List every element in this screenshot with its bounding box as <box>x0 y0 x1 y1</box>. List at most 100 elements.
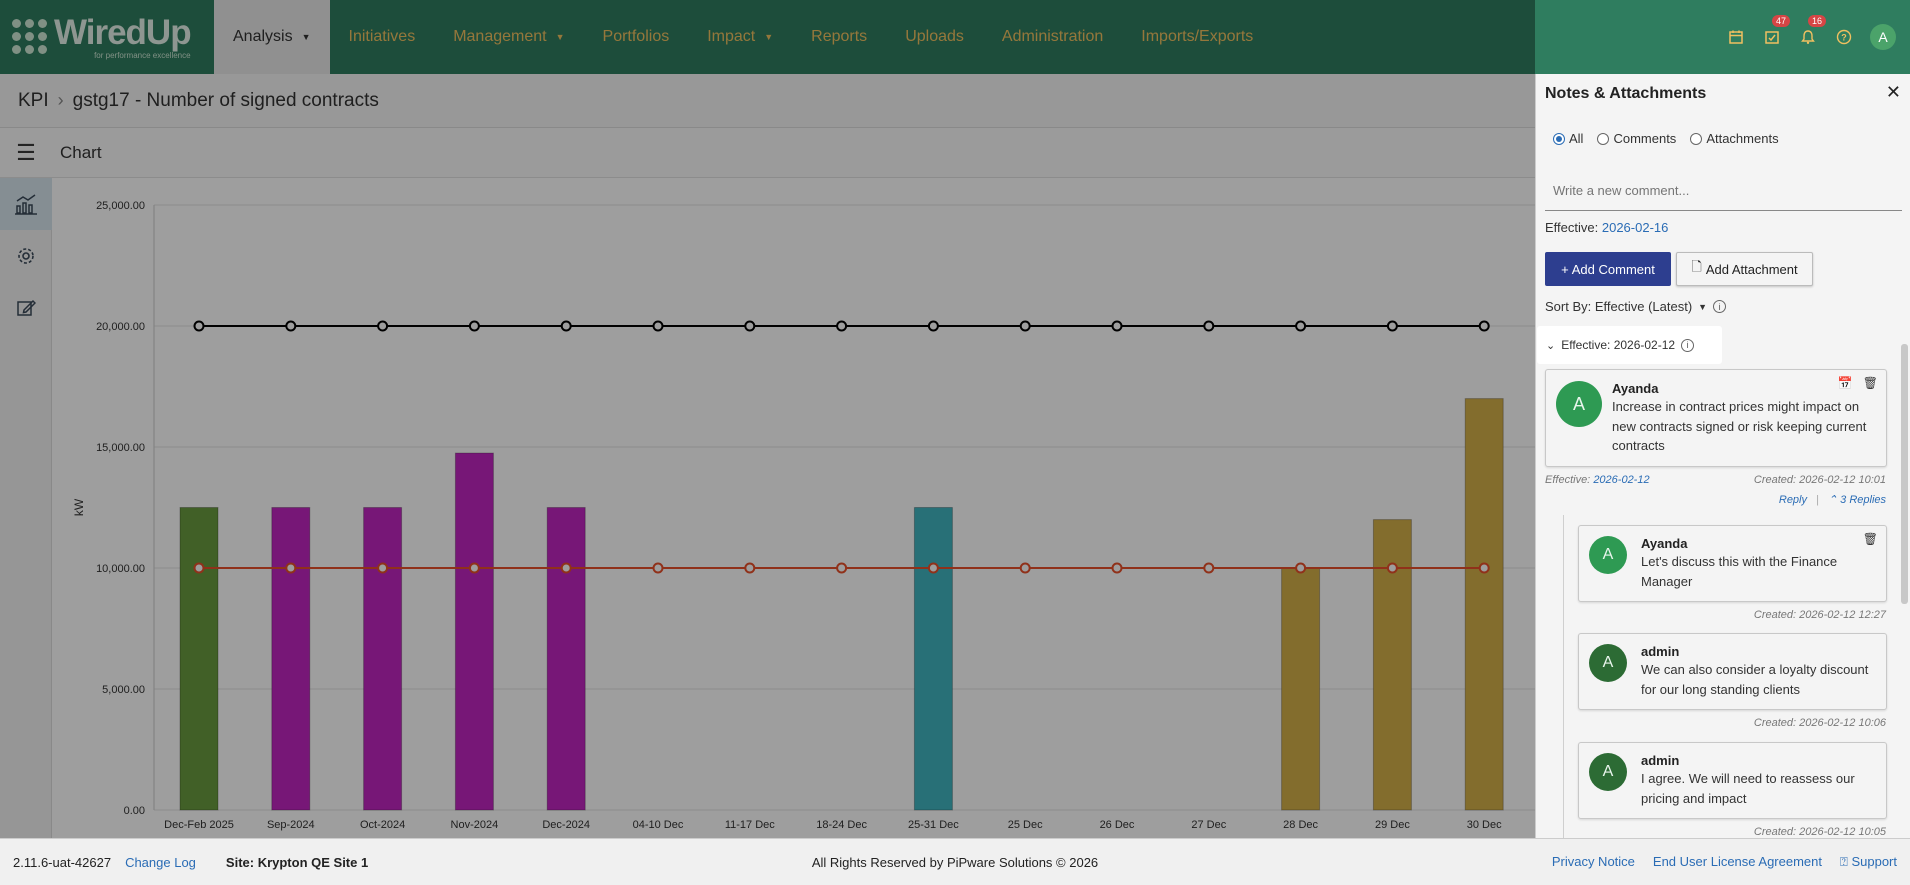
info-icon[interactable]: i <box>1713 300 1727 313</box>
x-tick-label: Dec-2024 <box>542 819 590 831</box>
series-point <box>377 562 389 574</box>
comment-created: Created: 2026-02-12 10:01 <box>1753 474 1886 486</box>
changelog-link[interactable]: Change Log <box>125 854 196 870</box>
bar-25-31-dec <box>913 507 953 811</box>
close-icon[interactable]: ✕ <box>1885 82 1901 102</box>
brand-tagline: for performance excellence <box>94 50 191 60</box>
series-point <box>193 562 205 574</box>
breadcrumb-root[interactable]: KPI <box>18 89 49 111</box>
filter-attachments[interactable]: Attachments <box>1690 131 1779 146</box>
trash-icon[interactable]: 🗑 <box>1862 532 1878 546</box>
comment-text: Increase in contract prices might impact… <box>1612 399 1867 453</box>
series-point <box>468 320 480 332</box>
avatar: A <box>1589 753 1627 791</box>
trash-icon[interactable]: 🗑 <box>1862 376 1878 390</box>
series-point <box>1019 562 1031 574</box>
nav-portfolios[interactable]: Portfolios <box>602 28 670 45</box>
series-point <box>560 320 572 332</box>
series-point <box>836 320 848 332</box>
panel-scrollbar[interactable] <box>1901 344 1908 604</box>
nav-initiatives[interactable]: Initiatives <box>348 28 416 45</box>
series-point <box>193 320 205 332</box>
reply-created: Created: 2026-02-12 10:05 <box>1753 826 1886 838</box>
caret-down-icon: ▼ <box>301 32 311 42</box>
bar-30-dec <box>1464 398 1504 811</box>
series-point <box>377 320 389 332</box>
group-header-effective[interactable]: ⌄ Effective: 2026-02-12 i <box>1537 326 1722 364</box>
user-avatar[interactable]: A <box>1870 24 1896 50</box>
nav-reports[interactable]: Reports <box>811 28 868 45</box>
help-icon[interactable]: ? <box>1834 27 1854 47</box>
replies-toggle[interactable]: 3 Replies <box>1840 494 1886 506</box>
support-label: Support <box>1851 854 1897 869</box>
add-attachment-button[interactable]: 🗋 Add Attachment <box>1676 252 1813 286</box>
bell-icon[interactable]: 16 <box>1798 15 1826 47</box>
y-tick-label: 15,000.00 <box>96 442 145 454</box>
notes-attachments-panel: Notes & Attachments ✕ All Comments Attac… <box>1535 74 1910 838</box>
x-tick-label: 11-17 Dec <box>725 819 775 831</box>
series-point <box>1019 320 1031 332</box>
calendar-edit-icon[interactable]: 📅 <box>1837 376 1853 390</box>
add-comment-button[interactable]: + Add Comment <box>1545 252 1671 286</box>
nav-uploads[interactable]: Uploads <box>905 28 964 45</box>
settings-button[interactable] <box>0 230 52 282</box>
series-point <box>744 562 756 574</box>
new-comment-input[interactable] <box>1545 171 1902 211</box>
kpi-chart: 0.00 5,000.00 10,000.00 15,000.00 20,000.00 2… <box>72 200 1853 831</box>
series-point <box>1478 562 1490 574</box>
site-name: Site: Krypton QE Site 1 <box>225 854 369 870</box>
info-icon[interactable]: i <box>1681 338 1695 352</box>
privacy-link[interactable]: Privacy Notice <box>1551 854 1635 869</box>
nav-imports-exports[interactable]: Imports/Exports <box>1141 28 1254 45</box>
reply-created: Created: 2026-02-12 12:27 <box>1753 609 1886 621</box>
nav-analysis[interactable]: Analysis ▼ <box>214 0 330 74</box>
eula-link[interactable]: End User License Agreement <box>1652 854 1823 869</box>
series-point <box>1203 562 1215 574</box>
nav-impact[interactable]: Impact ▼ <box>707 28 774 45</box>
tasks-icon[interactable]: 47 <box>1762 15 1790 47</box>
calendar-icon[interactable] <box>1726 27 1746 47</box>
nav-management[interactable]: Management ▼ <box>453 28 565 45</box>
series-point <box>927 320 939 332</box>
series-point <box>1295 562 1307 574</box>
reply-card: A Ayanda Let's discuss this with the Fin… <box>1578 525 1887 602</box>
y-tick-label: 25,000.00 <box>96 200 145 212</box>
bar-dec-2024 <box>546 507 586 811</box>
chevron-up-icon: ⌃ <box>1827 494 1838 506</box>
modal-backdrop[interactable] <box>0 0 1535 838</box>
filter-all[interactable]: All <box>1553 131 1583 146</box>
reply-text: Let's discuss this with the Finance Mana… <box>1641 554 1838 589</box>
reply-link[interactable]: Reply <box>1778 494 1807 506</box>
y-tick-label: 20,000.00 <box>96 321 145 333</box>
support-link[interactable]: ⍰ Support <box>1840 854 1897 870</box>
reply-card: A admin I agree. We will need to reasses… <box>1578 742 1887 819</box>
x-tick-label: 18-24 Dec <box>816 819 867 831</box>
filter-comments[interactable]: Comments <box>1597 131 1676 146</box>
x-tick-label: Sep-2024 <box>267 819 315 831</box>
y-tick-label: 5,000.00 <box>102 684 145 696</box>
reply-created: Created: 2026-02-12 10:06 <box>1753 717 1886 729</box>
chart-view-button[interactable] <box>0 178 52 230</box>
nav-administration[interactable]: Administration <box>1001 28 1104 45</box>
bar-nov-2024 <box>454 452 494 811</box>
brand-name: WiredUp <box>54 12 192 52</box>
bar-oct-2024 <box>363 507 403 811</box>
series-point <box>1386 562 1398 574</box>
avatar: A <box>1556 381 1602 427</box>
caret-down-icon: ▼ <box>555 32 565 42</box>
reply-actions: Reply | ⌃ 3 Replies <box>1778 494 1886 506</box>
tasks-badge: 47 <box>1771 15 1790 27</box>
edit-button[interactable] <box>0 282 52 334</box>
logo-dots-icon <box>12 19 48 55</box>
sort-dropdown[interactable]: Sort By: Effective (Latest) ▼ i <box>1545 299 1727 314</box>
series-point <box>1203 320 1215 332</box>
series-point <box>652 320 664 332</box>
y-tick-label: 0.00 <box>124 805 145 817</box>
x-tick-label: 29 Dec <box>1375 819 1410 831</box>
effective-date-value[interactable]: 2026-02-16 <box>1601 220 1669 235</box>
x-tick-label: Dec-Feb 2025 <box>164 819 234 831</box>
brand-logo[interactable]: WiredUp for performance excellence <box>0 0 214 74</box>
reply-card: A admin We can also consider a loyalty d… <box>1578 633 1887 710</box>
hamburger-menu-icon[interactable]: ☰ <box>16 139 36 165</box>
bar-sep-2024 <box>271 507 311 811</box>
